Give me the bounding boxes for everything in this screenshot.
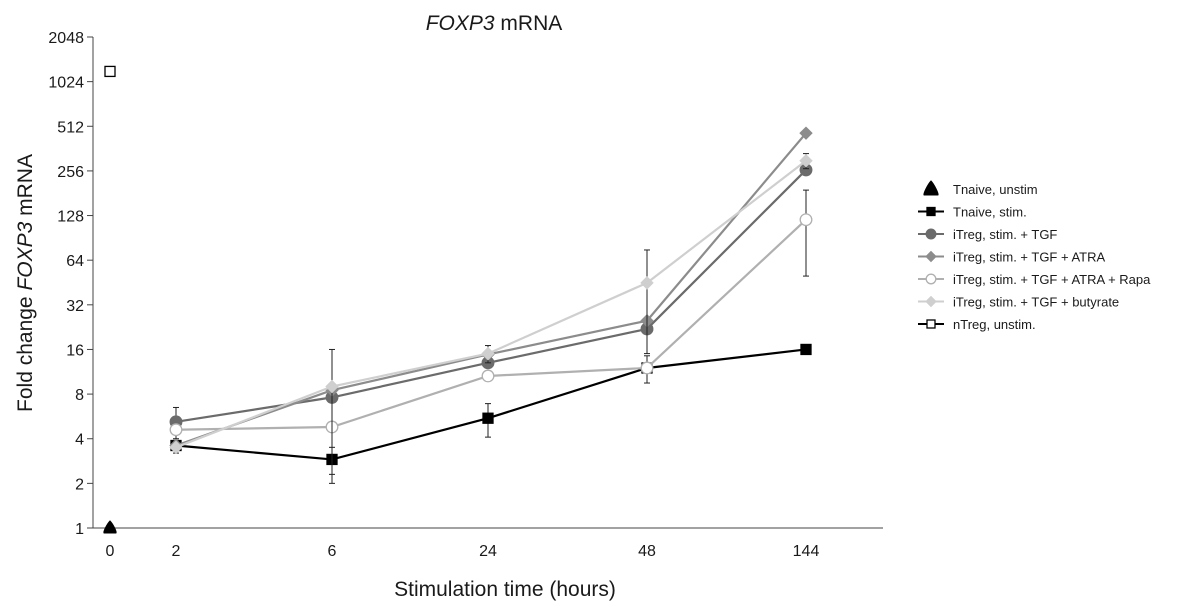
data-point: [169, 440, 183, 455]
y-axis: 1 2 4 8 16 32 64 128 256 512 1024 2048: [48, 30, 93, 538]
data-point: [640, 276, 654, 290]
y-axis-title-before: Fold change: [14, 291, 37, 412]
chart-title: FOXP3 mRNA: [426, 12, 563, 35]
data-point: [103, 520, 117, 534]
data-point: [800, 343, 812, 356]
plot-area: [92, 37, 883, 529]
x-axis-title: Stimulation time (hours): [394, 578, 616, 601]
legend-marker: [926, 319, 936, 329]
data-point: [799, 213, 813, 227]
series-layer: [103, 65, 813, 534]
legend-label: iTreg, stim. + TGF + ATRA: [953, 250, 1106, 265]
legend: Tnaive, unstim Tnaive, stim. iTreg, stim. …: [918, 180, 1151, 332]
legend-marker: [925, 228, 937, 240]
data-point: [325, 379, 339, 394]
series-line: [175, 169, 807, 423]
x-axis: 0 2 6 24 48 144: [106, 543, 820, 560]
y-axis-title-after: mRNA: [14, 154, 37, 222]
y-tick-label: 2048: [48, 30, 84, 47]
legend-marker: [923, 180, 939, 196]
legend-label: Tnaive, stim.: [953, 205, 1027, 220]
data-point: [482, 412, 494, 424]
y-tick-label: 512: [57, 119, 84, 136]
legend-marker: [925, 295, 937, 308]
x-tick-label: 6: [328, 543, 337, 560]
legend-marker: [926, 206, 936, 217]
series-group: [169, 163, 813, 441]
y-axis-title-italic: FOXP3: [14, 221, 37, 290]
y-tick-label: 32: [66, 298, 84, 315]
y-tick-label: 256: [57, 164, 84, 181]
series-group: [169, 189, 813, 437]
y-tick-label: 8: [75, 387, 84, 404]
y-tick-label: 4: [75, 432, 84, 449]
y-tick-label: 2: [75, 476, 84, 493]
data-point: [640, 361, 654, 375]
data-point: [481, 369, 495, 383]
x-tick-label: 48: [638, 543, 656, 560]
series-line: [175, 218, 807, 431]
data-point: [799, 153, 813, 168]
y-tick-label: 1024: [48, 75, 84, 92]
legend-label: iTreg, stim. + TGF: [953, 227, 1057, 242]
series-group: [169, 126, 813, 453]
y-tick-label: 1: [75, 521, 84, 538]
legend-marker: [925, 250, 937, 263]
x-tick-label: 144: [793, 543, 820, 560]
data-point: [799, 126, 813, 140]
series-line: [175, 159, 807, 449]
y-axis-title: Fold change FOXP3 mRNA: [14, 154, 37, 412]
y-tick-label: 16: [66, 342, 84, 359]
y-tick-label: 64: [66, 253, 84, 270]
legend-label: iTreg, stim. + TGF + ATRA + Rapa: [953, 272, 1151, 287]
legend-label: nTreg, unstim.: [953, 317, 1036, 332]
chart-title-rest: mRNA: [495, 12, 563, 35]
legend-marker: [925, 273, 937, 285]
data-point: [104, 65, 116, 78]
x-tick-label: 0: [106, 543, 115, 560]
chart-title-italic: FOXP3: [426, 12, 495, 35]
series-group: [169, 153, 813, 484]
y-tick-label: 128: [57, 209, 84, 226]
legend-label: Tnaive, unstim: [953, 182, 1038, 197]
series-group: [103, 520, 117, 534]
data-point: [481, 346, 495, 361]
legend-label: iTreg, stim. + TGF + butyrate: [953, 295, 1119, 310]
data-point: [169, 423, 183, 437]
x-tick-label: 24: [479, 543, 497, 560]
x-tick-label: 2: [172, 543, 181, 560]
series-line: [175, 132, 807, 447]
series-group: [104, 65, 116, 78]
